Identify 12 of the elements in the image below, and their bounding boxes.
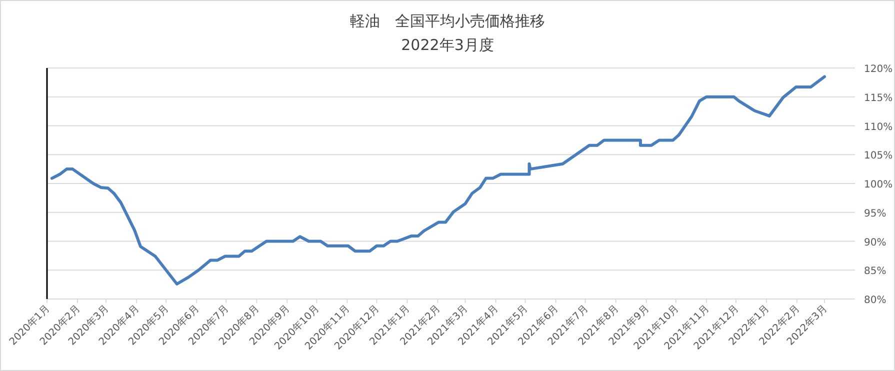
- y-tick-label: 95%: [864, 208, 886, 220]
- chart-title: 軽油 全国平均小売価格推移: [350, 12, 545, 30]
- y-tick-label: 115%: [864, 92, 893, 104]
- y-tick-label: 85%: [864, 266, 886, 278]
- y-tick-label: 100%: [864, 180, 893, 190]
- y-tick-label: 120%: [864, 64, 893, 75]
- y-tick-label: 110%: [864, 122, 893, 133]
- y-tick-label: 80%: [864, 295, 886, 306]
- chart-subtitle: 2022年3月度: [401, 36, 494, 54]
- y-tick-label: 105%: [864, 150, 893, 162]
- y-tick-label: 90%: [864, 237, 886, 248]
- line-series: [50, 75, 826, 286]
